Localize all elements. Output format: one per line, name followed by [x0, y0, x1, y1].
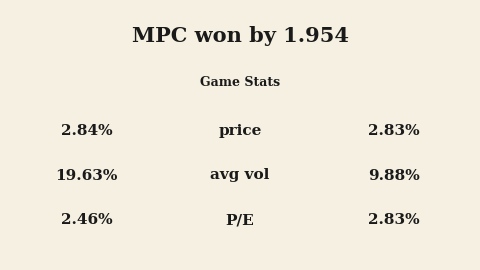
Text: price: price — [218, 124, 262, 138]
Text: P/E: P/E — [226, 213, 254, 227]
Text: 2.84%: 2.84% — [60, 124, 112, 138]
Text: 2.46%: 2.46% — [60, 213, 112, 227]
Text: 2.83%: 2.83% — [368, 213, 420, 227]
Text: Game Stats: Game Stats — [200, 76, 280, 89]
Text: 9.88%: 9.88% — [368, 168, 420, 183]
Text: MPC won by 1.954: MPC won by 1.954 — [132, 26, 348, 46]
Text: 19.63%: 19.63% — [55, 168, 118, 183]
Text: 2.83%: 2.83% — [368, 124, 420, 138]
Text: avg vol: avg vol — [210, 168, 270, 183]
